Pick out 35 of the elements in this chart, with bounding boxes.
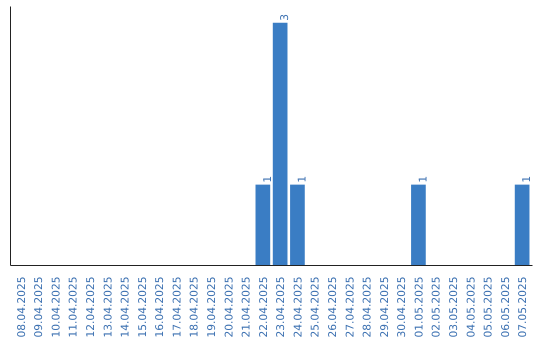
x-tick-label: 26.04.2025 (326, 276, 339, 338)
data-label: 1 (295, 176, 308, 183)
x-tick-label: 09.04.2025 (32, 276, 46, 338)
x-tick-label: 16.04.2025 (153, 276, 166, 338)
data-label: 1 (520, 176, 534, 183)
x-tick-label: 28.04.2025 (360, 276, 374, 338)
x-tick-label: 21.04.2025 (240, 276, 253, 338)
x-tick-label: 17.04.2025 (170, 276, 184, 338)
x-tick-label: 29.04.2025 (378, 276, 391, 338)
x-tick-label: 05.05.2025 (482, 276, 495, 338)
x-tick-label: 14.04.2025 (118, 276, 132, 338)
x-tick-label: 11.04.2025 (66, 276, 80, 338)
x-tick-label: 20.04.2025 (222, 276, 236, 338)
x-tick-label: 13.04.2025 (101, 276, 114, 338)
data-label: 3 (278, 14, 292, 21)
data-label: 1 (260, 176, 274, 183)
x-tick-label: 18.04.2025 (188, 276, 201, 338)
x-tick-label: 03.05.2025 (446, 276, 460, 338)
x-tick-label: 24.04.2025 (291, 276, 304, 338)
x-tick-label: 12.04.2025 (84, 276, 98, 338)
x-tick-label: 06.05.2025 (498, 276, 512, 338)
x-tick-label: 04.05.2025 (464, 276, 478, 338)
x-tick-label: 02.05.2025 (430, 276, 443, 338)
x-tick-label: 30.04.2025 (395, 276, 408, 338)
x-tick-label: 10.04.2025 (49, 276, 62, 338)
x-tick-label: 15.04.2025 (136, 276, 149, 338)
x-tick-label: 22.04.2025 (256, 276, 270, 338)
x-tick-label: 01.05.2025 (412, 276, 426, 338)
x-tick-label: 25.04.2025 (308, 276, 322, 338)
x-tick-label: 19.04.2025 (205, 276, 218, 338)
x-tick-label: 08.04.2025 (14, 276, 28, 338)
x-tick-label: 23.04.2025 (274, 276, 288, 338)
x-tick-label: 07.05.2025 (516, 276, 530, 338)
x-tick-label: 27.04.2025 (343, 276, 356, 338)
data-label: 1 (416, 176, 430, 183)
